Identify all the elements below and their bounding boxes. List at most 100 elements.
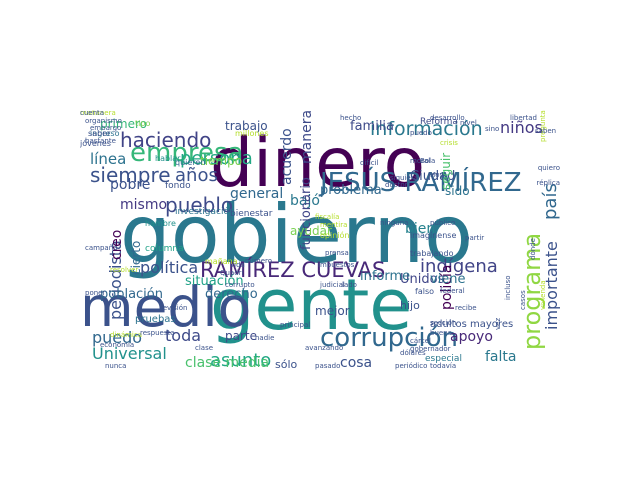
word-121: saben (535, 127, 557, 135)
word-13: indígena (420, 256, 498, 277)
word-134: incluso (504, 275, 512, 300)
word-77: número (245, 257, 273, 265)
word-132: gobernador (410, 345, 451, 353)
word-106: bastante (85, 137, 116, 145)
word-26: falta (485, 349, 517, 365)
word-39: cosa (340, 355, 373, 370)
word-6: empresa (130, 138, 244, 168)
word-32: problema (320, 183, 382, 198)
word-41: pobre (110, 177, 151, 193)
word-126: sino (485, 125, 500, 133)
word-50: primero (100, 117, 147, 131)
word-136: dinámica (110, 331, 143, 339)
word-16: línea (90, 150, 127, 168)
word-3: medio (80, 275, 252, 339)
word-119: nivel (460, 119, 477, 127)
word-137: respuesta (140, 329, 175, 337)
word-8: información (370, 118, 483, 140)
word-55: sido (445, 184, 470, 198)
word-125: hecho (340, 114, 362, 122)
word-73: saber (88, 129, 111, 138)
word-141: mañanera (80, 110, 116, 117)
word-72: jóvenes (80, 139, 111, 148)
word-70: millones (235, 129, 269, 138)
word-63: Reforma (420, 117, 458, 127)
word-31: bajó (290, 193, 320, 209)
word-65: investigación (175, 207, 235, 217)
word-59: hijo (400, 299, 420, 312)
word-49: trabajo (225, 119, 268, 133)
word-34: viene (430, 272, 466, 287)
word-129: nadie (255, 334, 275, 342)
word-107: organismo (85, 117, 122, 125)
word-128: revisión (160, 304, 188, 312)
word-33: Unidos (400, 272, 445, 287)
word-24: país (540, 183, 560, 220)
word-116: siquiera (390, 174, 418, 182)
word-0: gobierno (120, 188, 474, 281)
word-87: federal (440, 287, 465, 295)
word-78: prensa (325, 249, 349, 257)
word-120: libertad (510, 114, 537, 122)
word-91: recibe (455, 304, 477, 312)
word-84: lado (342, 281, 357, 289)
word-105: embargo (90, 124, 122, 132)
word-142: cuenta (80, 110, 105, 117)
word-71: mañana (205, 257, 238, 266)
word-92: dólares (400, 349, 426, 357)
word-135: vivienda (539, 280, 547, 310)
word-90: buena (430, 329, 452, 337)
word-75: hablar (155, 154, 181, 163)
word-140: dónde (529, 238, 537, 260)
word-18: política (140, 258, 199, 277)
word-61: especial (425, 354, 462, 364)
word-15: años (175, 165, 218, 186)
word-36: población (100, 287, 163, 302)
word-57: mejor (315, 304, 350, 318)
word-5: JESÚS RAMÍREZ (320, 168, 522, 198)
word-138: economía (100, 341, 135, 349)
word-42: mismo (120, 197, 168, 213)
word-133: casos (519, 290, 527, 310)
word-79: impuestos (318, 261, 355, 269)
word-82: fiscalía (315, 213, 340, 221)
word-101: campaña (85, 244, 118, 252)
word-93: pasado (315, 362, 341, 370)
word-97: principal (280, 321, 311, 329)
word-52: informe (360, 269, 411, 284)
word-114: público (430, 219, 456, 227)
word-35: situación (185, 274, 244, 289)
word-88: imagínense (410, 231, 457, 240)
word-96: avanzando (305, 344, 344, 352)
word-117: ninguna (380, 219, 409, 227)
word-89: sección (430, 319, 457, 327)
word-38: clase media (185, 355, 270, 370)
word-74: hambre (145, 219, 176, 228)
word-58: sólo (275, 358, 298, 370)
word-20: asunto (210, 350, 272, 370)
word-118: difícil (360, 159, 379, 167)
word-2: dinero (210, 124, 426, 203)
word-109: crisis (440, 139, 458, 147)
word-11: haciendo (120, 128, 212, 152)
word-19: toda (165, 326, 202, 345)
word-83: judicial (320, 281, 345, 289)
word-40: parte (225, 329, 257, 343)
word-115: partir (465, 234, 485, 242)
word-111: Bola (420, 157, 436, 165)
word-124: desarrollo (430, 114, 465, 122)
word-68: ingreso (90, 129, 120, 138)
word-99: corrupto (225, 281, 255, 289)
word-27: apoyo (450, 329, 493, 345)
word-95: todavía (430, 362, 457, 370)
word-45: manera (299, 110, 315, 165)
word-69: tipo (135, 119, 151, 128)
word-76: quieren (175, 158, 206, 167)
word-112: doctor (385, 181, 408, 189)
word-1: gente (210, 264, 413, 346)
word-80: opinión (320, 231, 350, 240)
word-100: vida (230, 261, 245, 269)
word-103: poner (85, 289, 106, 297)
word-cloud: gobierno gente dinero medio corrupción JESÚS … (80, 110, 560, 370)
word-30: general (230, 186, 284, 202)
